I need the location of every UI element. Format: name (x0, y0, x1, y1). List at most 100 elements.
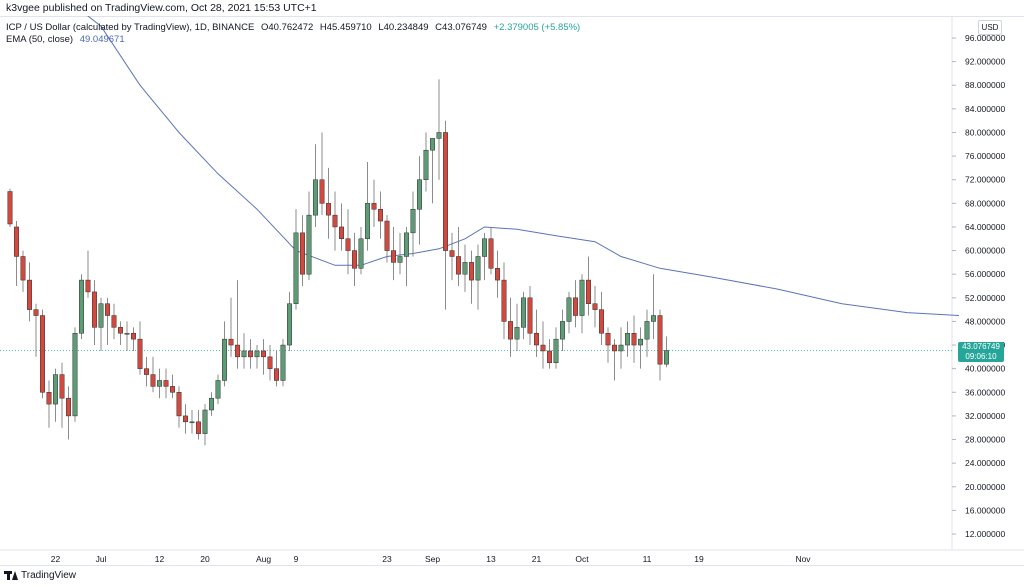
y-tick-label: 76.000000 (965, 151, 1005, 161)
candle-up (358, 238, 364, 269)
candle-down (144, 368, 149, 375)
candle-down (573, 297, 578, 316)
x-tick-label: Oct (575, 554, 589, 564)
candle-up (72, 332, 78, 417)
y-tick-label: 60.000000 (965, 246, 1005, 256)
x-tick-label: 9 (294, 554, 299, 564)
y-tick-label: 16.000000 (965, 505, 1005, 515)
candle-down (248, 350, 253, 358)
close-value: C43.076749 (435, 22, 487, 33)
candle-down (150, 374, 156, 387)
x-tick-label: 11 (643, 554, 652, 564)
candle-down (40, 315, 45, 393)
currency-button[interactable]: USD (978, 20, 1002, 35)
candle-down (631, 332, 637, 346)
y-tick-label: 12.000000 (965, 529, 1005, 539)
candle-up (189, 421, 195, 424)
candle-down (137, 338, 143, 369)
x-tick-label: 22 (51, 554, 61, 564)
last-price-value: 43.076749 (962, 342, 1000, 351)
change-value: +2.379005 (+5.85%) (493, 22, 581, 33)
low-value: L40.234849 (378, 22, 429, 33)
candle-down (495, 268, 500, 281)
candle-up (79, 279, 84, 334)
candle-down (66, 397, 71, 417)
candle-up (404, 232, 409, 257)
candle-up (521, 297, 526, 328)
candle-down (391, 250, 396, 263)
candle-up (625, 332, 630, 346)
candle-down (332, 214, 338, 228)
candle-down (59, 374, 65, 399)
footer-brand[interactable]: TradingView (4, 570, 76, 581)
candle-up (638, 338, 643, 346)
y-tick-label: 80.000000 (965, 127, 1005, 137)
candle-up (157, 380, 162, 387)
y-tick-label: 28.000000 (965, 435, 1005, 445)
y-tick-label: 36.000000 (965, 387, 1005, 397)
ema-label: EMA (50, close) (6, 34, 74, 45)
candle-down (345, 238, 351, 251)
ema-row[interactable]: EMA (50, close) 49.049671 (6, 34, 584, 46)
candle-up (462, 262, 468, 275)
candle-up (254, 350, 260, 358)
candle-down (599, 309, 604, 334)
candle-down (469, 262, 474, 281)
y-tick-label: 88.000000 (965, 80, 1005, 90)
x-tick-label: Jul (96, 554, 107, 564)
y-tick-label: 72.000000 (965, 175, 1005, 185)
candle-up (644, 321, 650, 340)
candle-up (475, 256, 481, 281)
y-tick-label: 20.000000 (965, 482, 1005, 492)
candle-down (274, 368, 279, 381)
x-tick-label: Nov (795, 554, 811, 564)
candle-up (397, 256, 403, 263)
candle-down (170, 386, 175, 393)
ema-value: 49.049671 (79, 34, 125, 45)
y-tick-label: 32.000000 (965, 411, 1005, 421)
candle-up (222, 338, 227, 381)
bar-countdown: 09:06:10 (965, 352, 997, 361)
y-tick-label: 84.000000 (965, 104, 1005, 114)
candle-up (430, 138, 435, 151)
x-tick-label: Sep (425, 554, 440, 564)
y-tick-label: 64.000000 (965, 222, 1005, 232)
chart-legend: ICP / US Dollar (calculated by TradingVi… (6, 22, 584, 46)
candle-up (209, 397, 214, 411)
candle-down (183, 415, 188, 423)
candlestick-chart[interactable]: 96.000000 92.000000 88.000000 84.000000 80.0… (0, 16, 1024, 566)
candle-up (365, 203, 370, 240)
tradingview-logo-icon (4, 571, 18, 580)
candle-down (547, 350, 552, 364)
symbol-label[interactable]: ICP / US Dollar (calculated by TradingVi… (6, 22, 255, 33)
candle-down (196, 421, 201, 434)
candle-down (501, 279, 507, 322)
top-bar: k3vgee published on TradingView.com, Oct… (0, 0, 1024, 16)
candle-down (586, 279, 591, 304)
candle-down (527, 297, 533, 334)
candle-down (118, 327, 123, 334)
candle-up (553, 338, 559, 364)
candle-down (46, 392, 52, 405)
candle-down (540, 344, 546, 352)
candle-up (124, 332, 130, 335)
last-price-label: 43.076749 09:06:10 (958, 342, 1004, 362)
y-tick-label: 40.000000 (965, 364, 1005, 374)
candle-down (33, 309, 39, 316)
candle-up (579, 279, 585, 316)
candle-up (417, 179, 422, 210)
candle-up (664, 350, 669, 365)
candle-up (514, 327, 520, 340)
candle-down (657, 315, 663, 365)
candle-down (378, 208, 383, 222)
candle-down (105, 303, 110, 316)
candle-up (287, 303, 292, 346)
candle-down (352, 250, 357, 269)
candle-down (85, 279, 91, 293)
candle-down (605, 332, 611, 346)
candle-up (313, 179, 318, 216)
candle-down (300, 232, 305, 275)
candle-down (534, 332, 539, 346)
candle-down (261, 350, 266, 358)
x-tick-label: 19 (694, 554, 704, 564)
